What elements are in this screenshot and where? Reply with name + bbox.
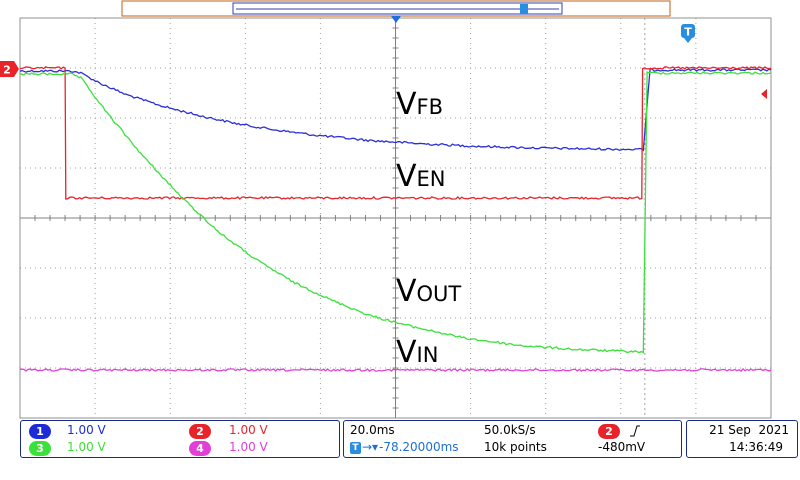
ven-trace — [19, 66, 772, 200]
delay-marker[interactable] — [391, 16, 401, 23]
vfb-trace — [19, 68, 772, 152]
traces — [19, 66, 772, 372]
ch3-badge[interactable]: 3 — [29, 441, 51, 456]
time-scale: 20.0ms — [350, 423, 395, 437]
ch1-badge[interactable]: 1 — [29, 424, 51, 439]
trigger-position-marker[interactable]: T — [681, 24, 695, 43]
ch2-scale: 1.00 V — [229, 423, 268, 437]
date: 21 Sep 2021 — [709, 423, 789, 437]
vout-trace — [19, 71, 772, 354]
ch2-badge[interactable]: 2 — [189, 424, 211, 439]
record-length: 10k points — [484, 440, 547, 454]
label-ven: VEN — [396, 159, 446, 194]
label-vout: VOUT — [396, 274, 461, 309]
ch1-scale: 1.00 V — [67, 423, 106, 437]
trigger-source-badge[interactable]: 2 — [598, 424, 620, 439]
sample-rate: 50.0kS/s — [484, 423, 536, 437]
trigger-level-arrow[interactable] — [761, 89, 767, 99]
channel-panel[interactable]: 1 1.00 V 2 1.00 V 3 1.00 V 4 1.00 V — [20, 420, 340, 458]
record-position-bar[interactable] — [121, 0, 671, 17]
ch2-marker-label: 2 — [3, 64, 11, 77]
trigger-marker-label: T — [684, 26, 692, 39]
ch3-scale: 1.00 V — [67, 440, 106, 454]
delay-icon: T — [350, 442, 361, 454]
ch4-badge[interactable]: 4 — [189, 441, 211, 456]
delay-arrow: →▾ — [362, 440, 379, 454]
ch2-level-marker[interactable]: 2 — [0, 61, 19, 77]
delay-value: -78.20000ms — [379, 440, 459, 454]
clock-panel: 21 Sep 2021 14:36:49 — [686, 420, 798, 458]
ch4-scale: 1.00 V — [229, 440, 268, 454]
rising-edge-icon — [630, 425, 640, 437]
graticule — [19, 17, 772, 419]
label-vin: VIN — [396, 335, 438, 370]
time: 14:36:49 — [729, 440, 783, 454]
vin-trace — [19, 367, 772, 372]
waveform-display: VFB VEN VOUT VIN 2 T — [0, 0, 772, 419]
label-vfb: VFB — [396, 87, 443, 122]
trace-labels: VFB VEN VOUT VIN — [396, 87, 461, 370]
timebase-panel[interactable]: 20.0ms 50.0kS/s 2 T →▾ -78.20000ms 10k p… — [343, 420, 682, 458]
trigger-level: -480mV — [598, 440, 646, 454]
